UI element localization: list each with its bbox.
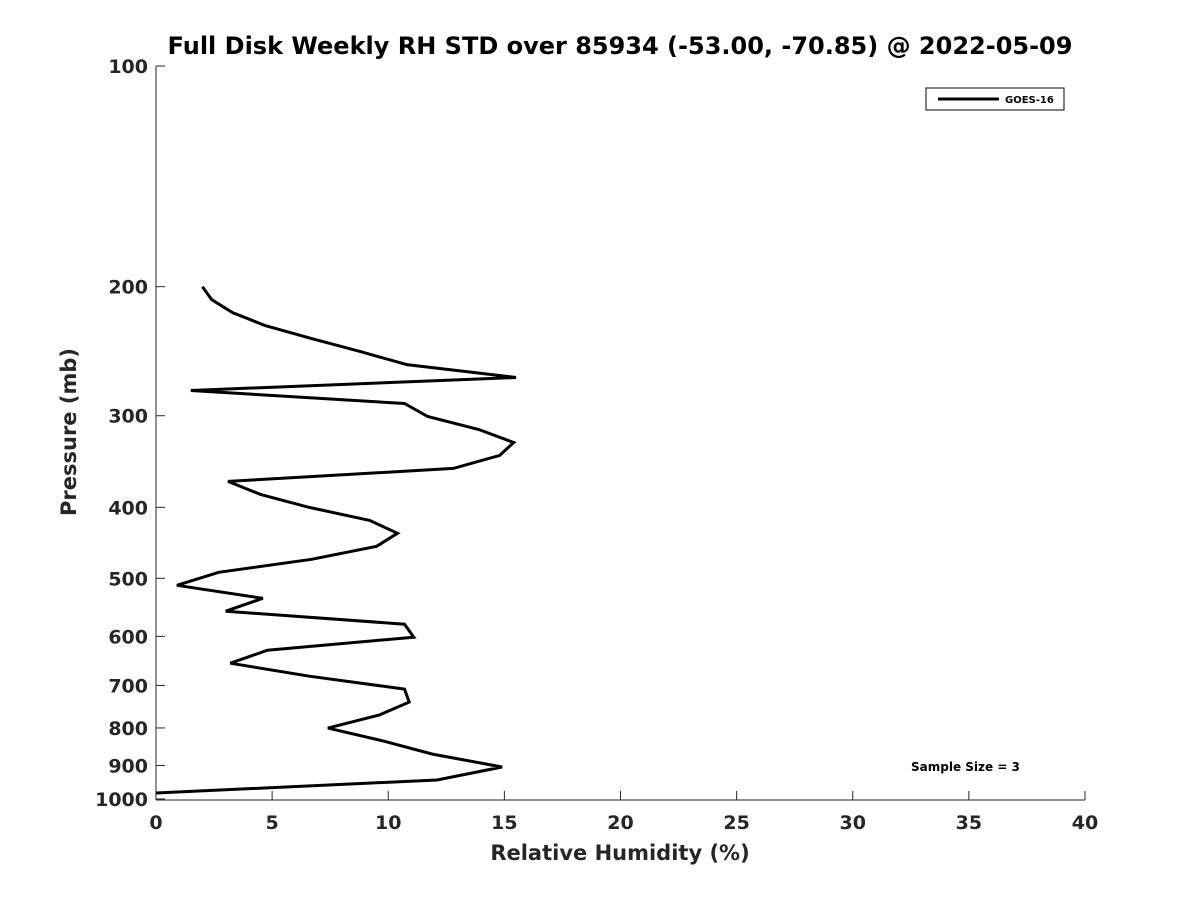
- sample-size-note: Sample Size = 3: [911, 760, 1020, 774]
- y-tick-label: 1000: [95, 789, 148, 811]
- legend-label: GOES-16: [1005, 95, 1054, 106]
- y-tick-label: 600: [108, 626, 148, 648]
- x-tick-label: 5: [266, 812, 279, 834]
- y-tick-label: 900: [108, 755, 148, 777]
- y-axis-label: Pressure (mb): [57, 348, 81, 516]
- y-tick-label: 700: [108, 675, 148, 697]
- x-tick-label: 10: [375, 812, 401, 834]
- x-axis-label: Relative Humidity (%): [490, 841, 749, 865]
- y-tick-label: 800: [108, 718, 148, 740]
- y-tick-label: 100: [108, 56, 148, 78]
- series-line-goes-16: [155, 285, 517, 795]
- y-tick-label: 300: [108, 406, 148, 428]
- series-group: [155, 285, 517, 795]
- x-tick-label: 15: [491, 812, 517, 834]
- axes: 0 5 10 15 20 25 30 35 40 100 200 300 400 500 600 700 800…: [95, 56, 1098, 834]
- x-tick-label: 30: [840, 812, 866, 834]
- x-tick-label: 0: [149, 812, 162, 834]
- x-tick-label: 40: [1072, 812, 1098, 834]
- y-tick-label: 400: [108, 497, 148, 519]
- y-tick-label: 200: [108, 277, 148, 299]
- x-tick-label: 35: [956, 812, 982, 834]
- x-tick-label: 20: [607, 812, 633, 834]
- chart-title: Full Disk Weekly RH STD over 85934 (-53.…: [168, 32, 1073, 60]
- legend: GOES-16: [925, 87, 1065, 111]
- y-tick-label: 500: [108, 568, 148, 590]
- x-tick-label: 25: [723, 812, 749, 834]
